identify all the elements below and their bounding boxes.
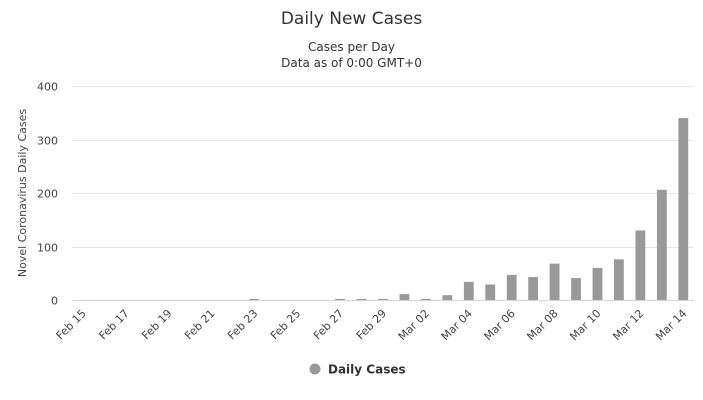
bar[interactable]: [335, 298, 345, 300]
y-axis-title: Novel Coronavirus Daily Cases: [16, 109, 29, 277]
bar[interactable]: [549, 263, 560, 300]
bar[interactable]: [592, 267, 603, 300]
bar[interactable]: [635, 230, 646, 300]
y-tick-label: 100: [37, 242, 58, 255]
bar[interactable]: [571, 278, 581, 300]
y-tick-label: 200: [37, 188, 58, 201]
bar[interactable]: [656, 189, 667, 300]
x-tick-label: Feb 21: [182, 307, 217, 342]
bar[interactable]: [399, 294, 410, 300]
chart-subtitle-line-1: Cases per Day: [308, 40, 395, 54]
bar[interactable]: [421, 298, 431, 300]
bar[interactable]: [356, 298, 367, 300]
x-tick-label: Mar 14: [653, 307, 689, 343]
x-tick-label: Feb 23: [225, 307, 260, 342]
bar[interactable]: [506, 274, 517, 300]
gridlines: [72, 86, 694, 248]
legend-label: Daily Cases: [328, 363, 406, 377]
x-tick-label: Feb 25: [268, 307, 303, 342]
x-tick-label: Mar 04: [439, 307, 475, 343]
legend-item-daily-cases[interactable]: Daily Cases: [309, 363, 406, 377]
legend-marker: [309, 363, 321, 375]
x-tick-label: Feb 17: [96, 307, 131, 342]
x-tick-label: Feb 15: [54, 307, 89, 342]
y-tick-label: 300: [37, 135, 58, 148]
chart-title: Daily New Cases: [281, 9, 423, 29]
x-tick-label: Mar 12: [610, 307, 646, 343]
x-tick-label: Mar 08: [524, 307, 560, 343]
bar[interactable]: [485, 284, 496, 300]
y-tick-label: 0: [51, 295, 58, 308]
x-tick-label: Mar 02: [396, 307, 432, 343]
bar[interactable]: [249, 298, 260, 300]
y-tick-label: 400: [37, 81, 58, 94]
bar[interactable]: [528, 277, 539, 300]
y-axis-ticks: 0 100 200 300 400: [37, 81, 58, 308]
x-tick-label: Feb 19: [139, 307, 174, 342]
bar[interactable]: [678, 118, 689, 300]
x-tick-label: Mar 10: [567, 307, 603, 343]
x-tick-label: Mar 06: [482, 307, 518, 343]
bar[interactable]: [378, 298, 388, 300]
chart-subtitle-line-2: Data as of 0:00 GMT+0: [281, 56, 422, 70]
bar[interactable]: [614, 259, 624, 300]
x-axis-ticks: Feb 15 Feb 17 Feb 19 Feb 21 Feb 23 Feb 25 Feb …: [54, 307, 690, 343]
x-tick-label: Feb 29: [354, 307, 389, 342]
bars: [249, 118, 689, 300]
bar[interactable]: [442, 295, 453, 300]
bar[interactable]: [463, 281, 474, 300]
x-tick-label: Feb 27: [311, 307, 346, 342]
